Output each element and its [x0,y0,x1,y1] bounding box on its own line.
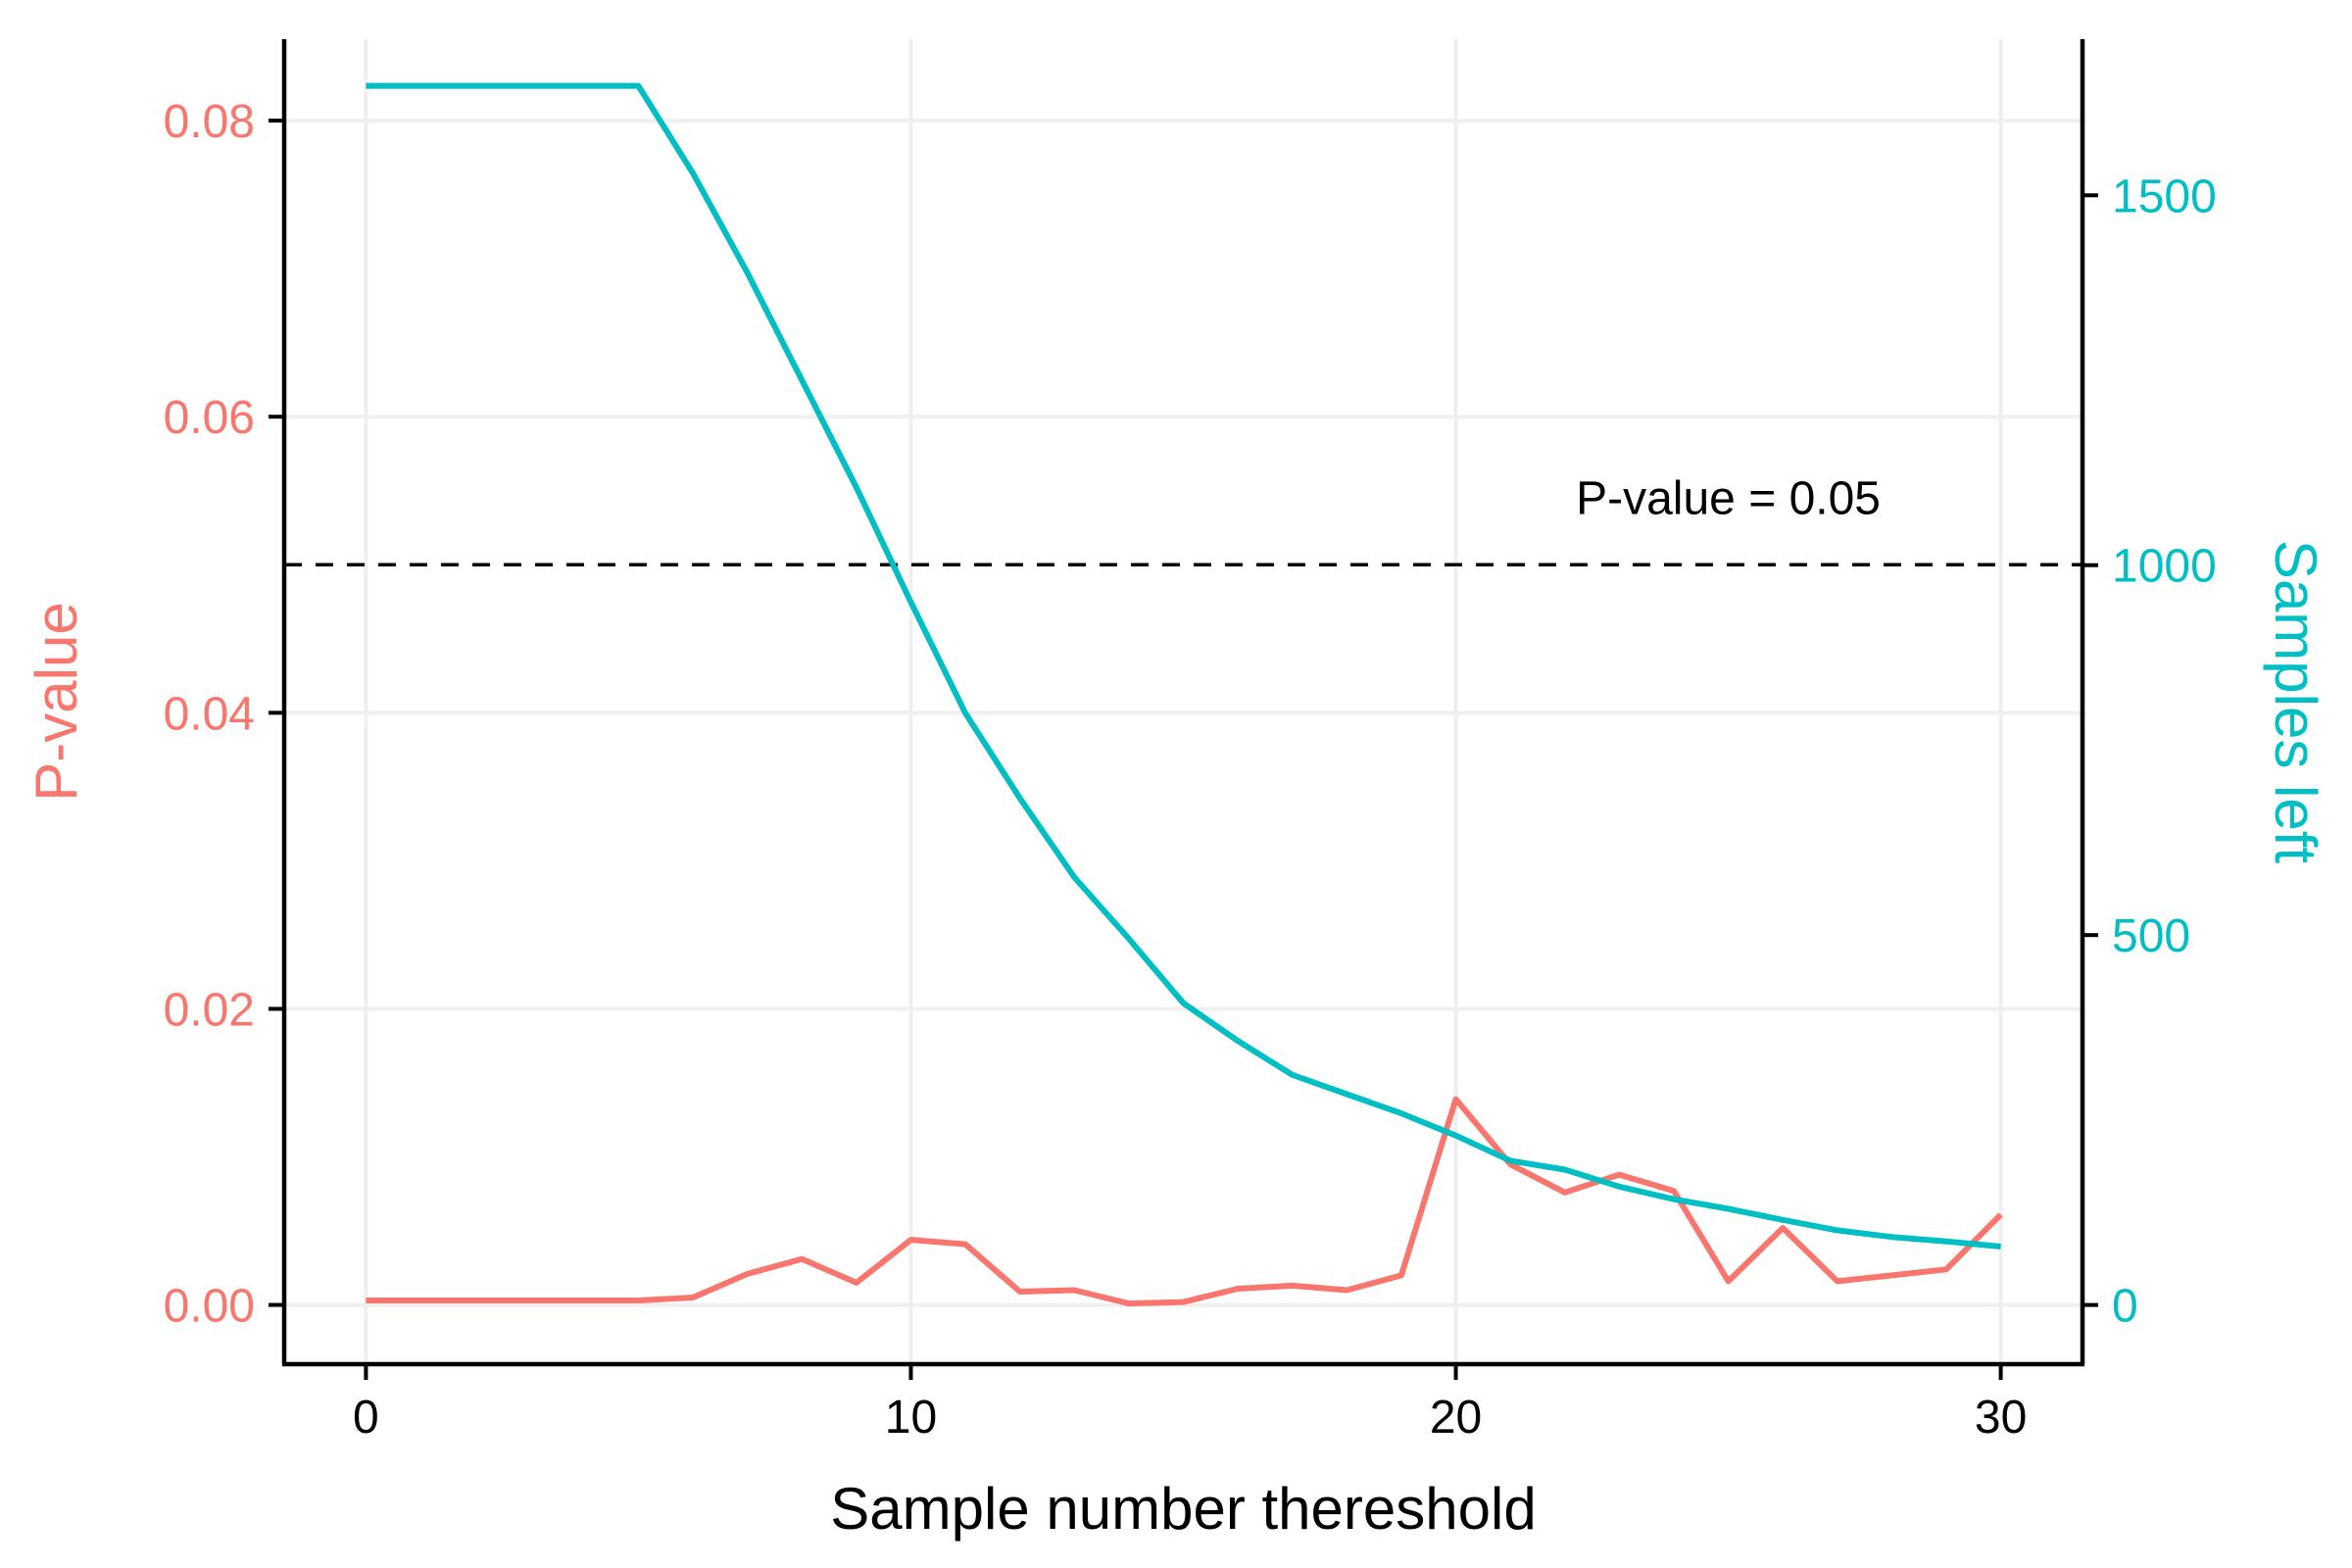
series-line-p-value [366,1096,2003,1307]
grid [284,39,2082,1364]
x-axis-title: Sample number thereshold [830,1476,1536,1542]
series-group [366,82,2003,1307]
x-tick-label: 20 [1430,1392,1482,1444]
y2-tick-label: 500 [2112,910,2190,962]
y2-tick-label: 0 [2112,1281,2138,1333]
y-axis-title: P-value [24,602,89,801]
y-tick-label: 0.04 [164,688,255,740]
y2-tick-label: 1000 [2112,541,2217,593]
y-tick-label: 0.06 [164,392,255,444]
y2-axis-title: Samples left [2263,540,2328,863]
series-line-samples-left [366,82,2001,1250]
y-tick-label: 0.08 [164,96,255,148]
axes: 0 10 20 30 0.00 0.02 0.04 0.06 0.08 0 500 1000 1500 [164,39,2217,1444]
reference-line-group: P-value = 0.05 [284,472,2082,567]
x-tick-label: 10 [885,1392,937,1444]
y-tick-label: 0.02 [164,984,255,1036]
axis-labels: Sample number thereshold P-value Samples… [24,540,2328,1542]
y2-tick-label: 1500 [2112,171,2217,222]
y-tick-label: 0.00 [164,1281,255,1333]
reference-line-label: P-value = 0.05 [1576,472,1881,524]
x-tick-label: 30 [1975,1392,2027,1444]
x-tick-label: 0 [353,1392,379,1444]
